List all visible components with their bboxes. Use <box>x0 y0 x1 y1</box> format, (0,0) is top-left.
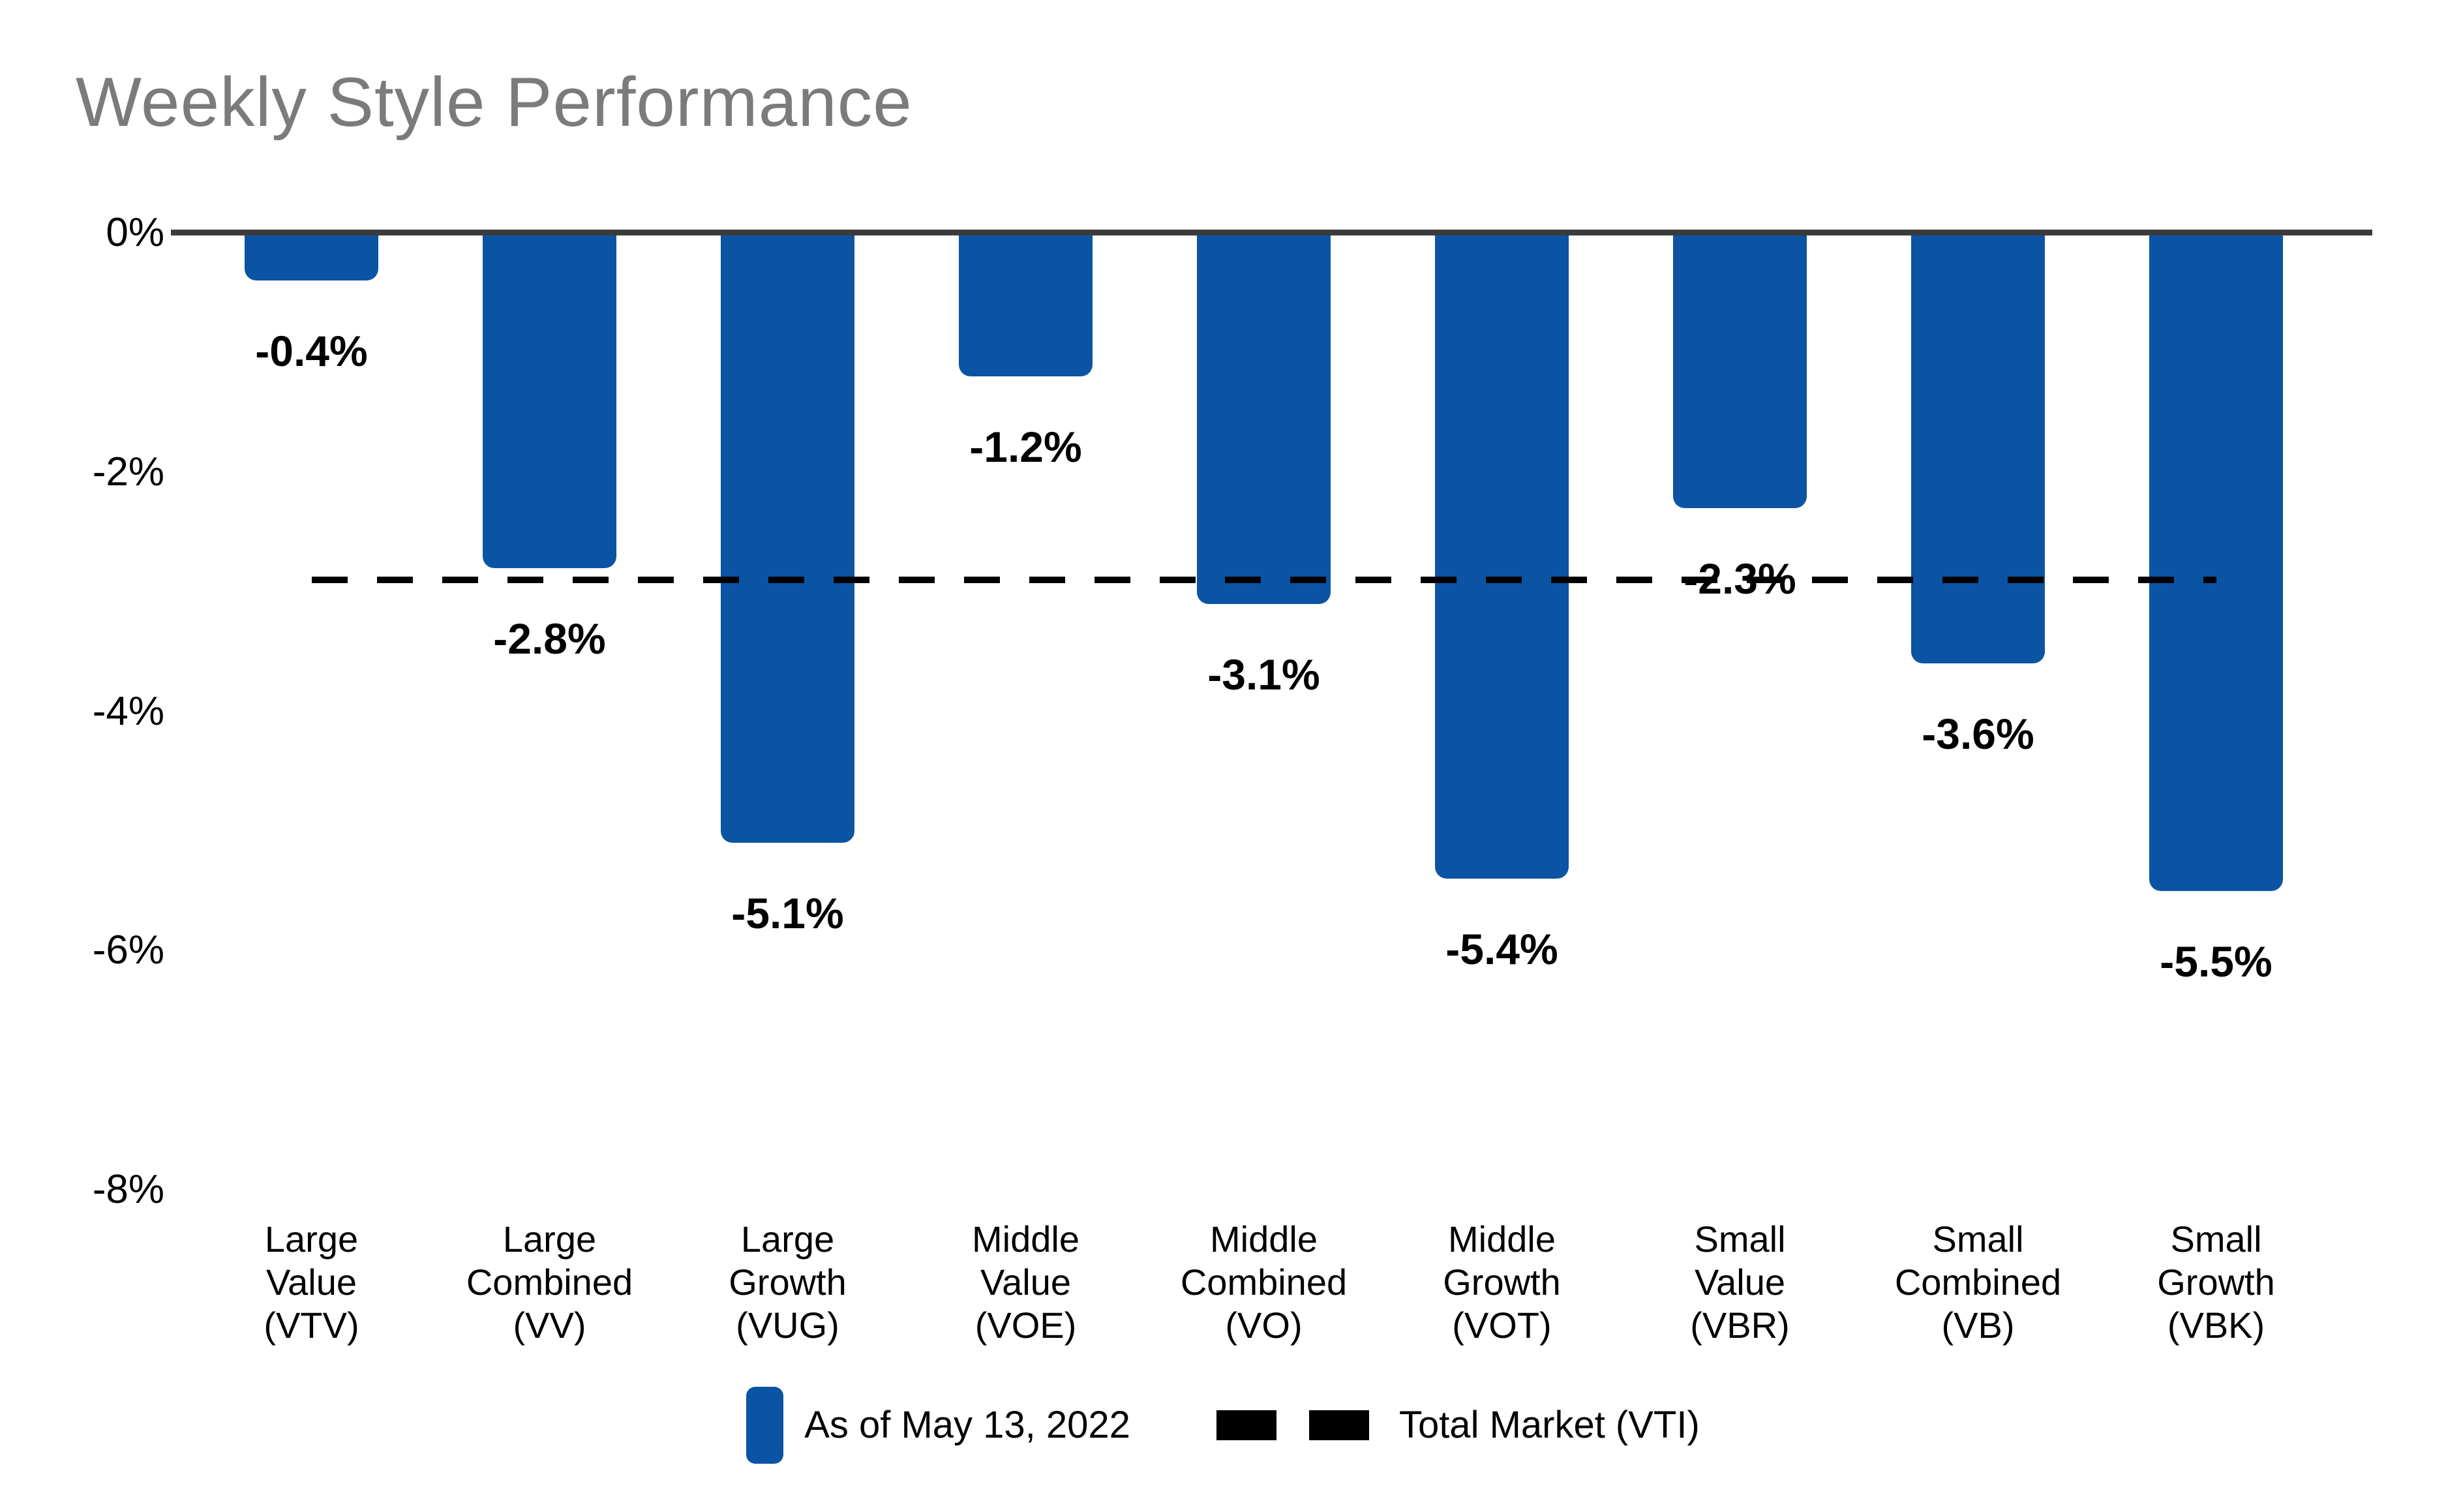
bar <box>1197 233 1331 604</box>
bar-value-label: -3.6% <box>1922 710 2034 759</box>
bar-value-label: -5.4% <box>1445 925 1558 974</box>
y-axis-tick-label: -2% <box>92 449 164 494</box>
bar <box>959 233 1093 377</box>
legend-label-series: As of May 13, 2022 <box>804 1404 1130 1446</box>
y-axis-tick-label: -8% <box>92 1167 164 1213</box>
bar <box>483 233 616 568</box>
legend-label-reference: Total Market (VTI) <box>1398 1404 1700 1446</box>
bar-value-label: -2.3% <box>1684 554 1796 603</box>
category-label: Large Combined (VV) <box>466 1218 633 1346</box>
bar-value-label: -3.1% <box>1207 650 1320 699</box>
legend-dash-icon <box>1216 1410 1276 1440</box>
y-axis-tick-label: -4% <box>92 688 164 734</box>
y-axis-tick-label: -6% <box>92 928 164 973</box>
reference-line <box>311 576 2216 583</box>
bar <box>721 233 854 843</box>
chart-title: Weekly Style Performance <box>76 63 913 141</box>
legend-dash-icon <box>1308 1410 1369 1440</box>
category-label: Small Value (VBR) <box>1690 1218 1790 1346</box>
category-label: Large Value (VTV) <box>264 1218 359 1346</box>
category-label: Small Combined (VB) <box>1894 1218 2062 1346</box>
bar-value-label: -1.2% <box>969 423 1082 472</box>
y-axis-tick-label: 0% <box>106 210 164 255</box>
bar-value-label: -5.1% <box>731 889 844 938</box>
category-label: Large Growth (VUG) <box>729 1218 847 1346</box>
bar <box>1673 233 1807 508</box>
category-label: Middle Value (VOE) <box>972 1218 1080 1346</box>
bar <box>1435 233 1569 879</box>
x-axis-line <box>171 230 2372 235</box>
bar-value-label: -0.4% <box>255 327 368 376</box>
category-label: Small Growth (VBK) <box>2157 1218 2275 1346</box>
bar-value-label: -5.5% <box>2160 937 2272 986</box>
bar <box>2149 233 2283 891</box>
category-label: Middle Growth (VOT) <box>1443 1218 1561 1346</box>
legend: As of May 13, 2022 Total Market (VTI) <box>0 1382 2446 1469</box>
bar <box>1911 233 2045 664</box>
bar <box>245 233 378 281</box>
bar-value-label: -2.8% <box>493 614 606 663</box>
legend-bar-swatch-icon <box>746 1387 784 1464</box>
category-label: Middle Combined (VO) <box>1180 1218 1348 1346</box>
